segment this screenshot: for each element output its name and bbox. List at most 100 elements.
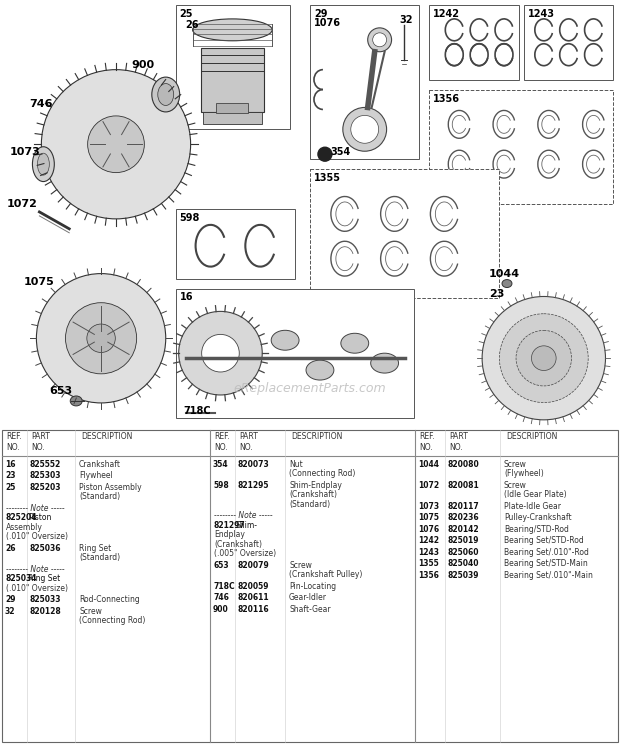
Text: Plate-Idle Gear: Plate-Idle Gear: [504, 502, 561, 511]
Text: 1243: 1243: [418, 548, 439, 557]
Circle shape: [37, 274, 166, 403]
Circle shape: [318, 147, 332, 161]
Text: 29: 29: [5, 595, 16, 604]
Ellipse shape: [37, 153, 50, 175]
Text: REF.
NO.: REF. NO.: [214, 432, 229, 452]
Text: 746: 746: [29, 100, 53, 109]
Bar: [175, 209, 295, 278]
Text: 820079: 820079: [238, 561, 270, 570]
Ellipse shape: [32, 147, 55, 182]
Bar: [310, 5, 420, 159]
Circle shape: [343, 107, 387, 151]
Text: 820236: 820236: [448, 513, 480, 522]
Text: 1073: 1073: [9, 147, 40, 157]
Text: 820080: 820080: [448, 460, 480, 469]
Ellipse shape: [502, 280, 512, 287]
Ellipse shape: [271, 330, 299, 350]
Text: PART
NO.: PART NO.: [239, 432, 258, 452]
Text: 1242: 1242: [433, 9, 461, 19]
Circle shape: [87, 116, 144, 173]
Text: 900: 900: [213, 605, 229, 614]
Text: 820142: 820142: [448, 525, 480, 534]
Text: 1044: 1044: [489, 269, 520, 278]
Text: 25: 25: [180, 9, 193, 19]
Text: DESCRIPTION: DESCRIPTION: [506, 432, 557, 440]
Text: Endplay: Endplay: [214, 530, 245, 539]
Text: Screw: Screw: [504, 460, 527, 469]
Text: 1242: 1242: [418, 536, 439, 545]
Text: Pulley-Crankshaft: Pulley-Crankshaft: [504, 513, 572, 522]
Text: Nut: Nut: [289, 460, 303, 469]
Text: (.010" Oversize): (.010" Oversize): [6, 533, 68, 542]
Circle shape: [531, 346, 556, 371]
Text: PART
NO.: PART NO.: [31, 432, 50, 452]
Text: 1243: 1243: [528, 9, 555, 19]
Text: 354: 354: [213, 460, 229, 469]
Text: 26: 26: [185, 20, 199, 30]
Text: 1072: 1072: [418, 481, 439, 490]
Text: DESCRIPTION: DESCRIPTION: [291, 432, 342, 440]
Text: 825060: 825060: [448, 548, 479, 557]
Text: 746: 746: [213, 594, 229, 603]
Text: 1356: 1356: [418, 571, 439, 580]
Text: 820073: 820073: [238, 460, 270, 469]
Text: 23: 23: [489, 289, 505, 298]
Text: 820117: 820117: [448, 502, 480, 511]
Text: 718C: 718C: [213, 582, 234, 591]
Bar: [216, 103, 249, 113]
Text: Screw: Screw: [79, 607, 102, 616]
Text: (Flywheel): (Flywheel): [504, 469, 544, 478]
Circle shape: [179, 312, 262, 395]
Text: REF.
NO.: REF. NO.: [6, 432, 22, 452]
Text: 821295: 821295: [238, 481, 270, 490]
Circle shape: [482, 296, 606, 420]
Bar: [310, 169, 499, 298]
Text: 23: 23: [5, 472, 16, 481]
Text: 1072: 1072: [7, 199, 37, 209]
Text: (Crankshaft Pulley): (Crankshaft Pulley): [289, 571, 362, 580]
Circle shape: [42, 70, 190, 219]
Text: Crankshaft: Crankshaft: [79, 460, 121, 469]
Ellipse shape: [157, 83, 174, 106]
Text: (Idle Gear Plate): (Idle Gear Plate): [504, 490, 567, 499]
Ellipse shape: [152, 77, 180, 112]
Circle shape: [351, 115, 379, 144]
Text: (Standard): (Standard): [289, 500, 330, 509]
Text: 1356: 1356: [433, 94, 461, 103]
Text: 32: 32: [399, 15, 413, 25]
Circle shape: [373, 33, 387, 47]
Text: 825203: 825203: [30, 483, 61, 492]
Text: 820128: 820128: [30, 607, 62, 616]
Bar: [524, 5, 613, 80]
Text: 1076: 1076: [314, 18, 341, 28]
Text: 1355: 1355: [418, 559, 439, 568]
Bar: [430, 89, 613, 204]
Text: 25: 25: [5, 483, 16, 492]
Bar: [175, 289, 414, 418]
Text: 1044: 1044: [418, 460, 439, 469]
Text: 825036: 825036: [30, 544, 61, 553]
Text: 825019: 825019: [448, 536, 479, 545]
Text: Piston Assembly: Piston Assembly: [79, 483, 141, 492]
Text: 825303: 825303: [30, 472, 61, 481]
Text: -------- Note -----: -------- Note -----: [6, 565, 64, 574]
Text: Screw: Screw: [289, 561, 312, 570]
Text: 1073: 1073: [418, 502, 439, 511]
Bar: [200, 48, 264, 112]
Text: 354: 354: [330, 147, 350, 157]
Text: (Connecting Rod): (Connecting Rod): [79, 617, 145, 626]
Text: 653: 653: [213, 561, 229, 570]
Text: Shim-Endplay: Shim-Endplay: [289, 481, 342, 490]
Text: Piston: Piston: [28, 513, 51, 522]
Text: Shaft-Gear: Shaft-Gear: [289, 605, 330, 614]
Text: 718C: 718C: [184, 406, 211, 416]
Text: (Crankshaft): (Crankshaft): [214, 540, 262, 549]
Text: (Crankshaft): (Crankshaft): [289, 490, 337, 499]
Text: Ring Set: Ring Set: [28, 574, 60, 583]
Text: Gear-Idler: Gear-Idler: [289, 594, 327, 603]
Circle shape: [87, 324, 115, 353]
Text: 825039: 825039: [448, 571, 479, 580]
Text: 825033: 825033: [30, 595, 61, 604]
Circle shape: [202, 334, 239, 372]
Text: 1075: 1075: [24, 277, 54, 286]
